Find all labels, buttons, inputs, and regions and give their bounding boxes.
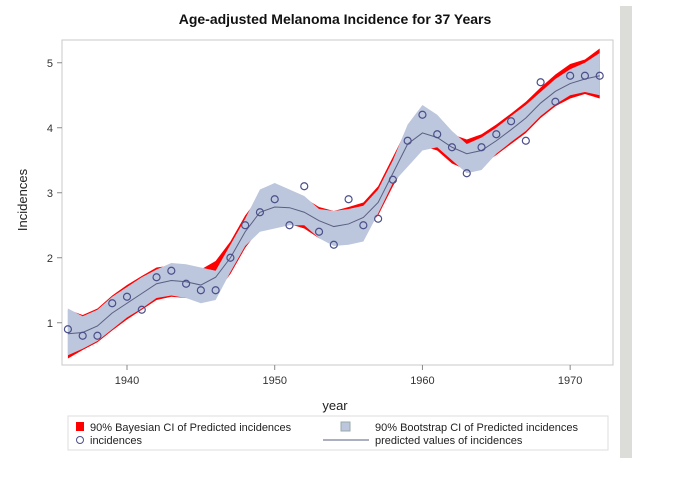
legend-predicted: predicted values of incidences (375, 435, 523, 447)
predicted-line (67, 75, 600, 335)
data-point (462, 169, 471, 178)
data-point (63, 325, 73, 334)
data-point (566, 71, 575, 80)
data-point (181, 279, 191, 288)
legend-incidences-marker (76, 436, 84, 444)
y-tick-label: 3 (47, 188, 53, 200)
data-point (477, 143, 486, 152)
data-point (152, 273, 161, 282)
data-point (536, 78, 545, 87)
data-point (122, 292, 132, 301)
data-point (108, 299, 117, 308)
legend-bootstrap-swatch (340, 421, 351, 432)
data-point (551, 97, 560, 106)
y-axis-label: Incidences (15, 168, 30, 231)
x-tick-label: 1940 (115, 375, 139, 387)
data-point (196, 286, 205, 295)
data-point (270, 195, 279, 204)
data-point (492, 130, 501, 139)
data-point (137, 305, 146, 314)
y-tick-label: 2 (47, 253, 53, 265)
window-scrollbar[interactable] (620, 6, 632, 458)
data-point (226, 253, 235, 262)
chart-title: Age-adjusted Melanoma Incidence for 37 Y… (179, 11, 492, 27)
x-tick-label: 1970 (558, 375, 582, 387)
bootstrap-ci-band (67, 53, 600, 356)
data-point (255, 208, 265, 217)
data-point (521, 136, 530, 145)
legend-bayesian-swatch (76, 422, 84, 431)
data-point (93, 331, 102, 340)
data-point (359, 221, 368, 230)
legend-bootstrap: 90% Bootstrap CI of Predicted incidences (375, 422, 579, 434)
y-tick-label: 5 (47, 58, 53, 70)
data-point (388, 175, 397, 184)
legend: 90% Bayesian CI of Predicted incidences … (67, 415, 609, 451)
x-axis-label: year (322, 398, 348, 413)
data-point (241, 221, 250, 230)
data-point (300, 182, 309, 191)
data-point (344, 195, 353, 204)
plot-frame (61, 39, 614, 366)
x-tick-label: 1950 (262, 375, 286, 387)
data-point (433, 130, 442, 139)
y-tick-label: 4 (47, 123, 53, 135)
data-point (285, 221, 294, 230)
data-point (329, 240, 338, 249)
data-point (211, 286, 220, 295)
data-point (403, 136, 412, 145)
data-point (314, 227, 324, 236)
data-point (374, 214, 383, 223)
data-point (580, 71, 590, 80)
legend-incidences: incidences (90, 435, 142, 447)
data-point (418, 110, 427, 119)
data-point (595, 71, 604, 80)
data-point (447, 143, 457, 152)
legend-bayesian: 90% Bayesian CI of Predicted incidences (90, 422, 292, 434)
data-point (167, 266, 176, 275)
data-point (506, 117, 516, 126)
x-tick-label: 1960 (410, 375, 434, 387)
y-tick-label: 1 (47, 318, 53, 330)
data-point (78, 331, 87, 340)
